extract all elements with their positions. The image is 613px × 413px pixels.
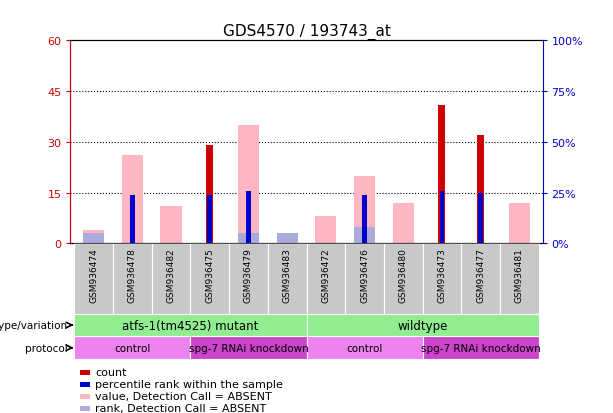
- Text: GSM936472: GSM936472: [321, 247, 330, 302]
- Bar: [161, 206, 181, 244]
- Bar: [306, 244, 345, 314]
- Text: count: count: [95, 368, 126, 377]
- Bar: [80, 394, 90, 399]
- Text: atfs-1(tm4525) mutant: atfs-1(tm4525) mutant: [122, 319, 259, 332]
- Bar: [113, 244, 152, 314]
- Bar: [229, 244, 268, 314]
- Text: GSM936473: GSM936473: [438, 247, 446, 302]
- Text: GSM936481: GSM936481: [515, 247, 524, 302]
- Text: genotype/variation: genotype/variation: [0, 320, 67, 330]
- Bar: [83, 234, 104, 244]
- Text: GSM936479: GSM936479: [244, 247, 253, 302]
- Bar: [80, 382, 90, 387]
- Title: GDS4570 / 193743_at: GDS4570 / 193743_at: [223, 24, 390, 40]
- Bar: [238, 126, 259, 244]
- Bar: [306, 337, 422, 359]
- Bar: [354, 228, 375, 244]
- Text: control: control: [114, 343, 151, 353]
- Bar: [207, 195, 212, 244]
- Bar: [276, 234, 298, 244]
- Text: spg-7 RNAi knockdown: spg-7 RNAi knockdown: [189, 343, 308, 353]
- Text: GSM936482: GSM936482: [167, 247, 175, 302]
- Bar: [130, 195, 135, 244]
- Text: control: control: [346, 343, 383, 353]
- Text: GSM936480: GSM936480: [398, 247, 408, 302]
- Text: GSM936477: GSM936477: [476, 247, 485, 302]
- Bar: [362, 195, 367, 244]
- Bar: [422, 244, 461, 314]
- Bar: [478, 193, 483, 244]
- Text: GSM936475: GSM936475: [205, 247, 215, 302]
- Bar: [509, 203, 530, 244]
- Text: GSM936476: GSM936476: [360, 247, 369, 302]
- Bar: [500, 244, 539, 314]
- Bar: [152, 244, 191, 314]
- Bar: [354, 176, 375, 244]
- Bar: [392, 203, 414, 244]
- Bar: [422, 337, 539, 359]
- Bar: [440, 191, 444, 244]
- Text: wildtype: wildtype: [397, 319, 447, 332]
- Bar: [246, 191, 251, 244]
- Bar: [80, 370, 90, 375]
- Bar: [315, 217, 337, 244]
- Text: protocol: protocol: [25, 343, 67, 353]
- Bar: [74, 337, 191, 359]
- Bar: [477, 136, 484, 244]
- Bar: [345, 244, 384, 314]
- Bar: [268, 244, 306, 314]
- Bar: [384, 244, 422, 314]
- Bar: [238, 234, 259, 244]
- Text: GSM936474: GSM936474: [89, 247, 98, 302]
- Text: rank, Detection Call = ABSENT: rank, Detection Call = ABSENT: [95, 403, 266, 413]
- Bar: [191, 244, 229, 314]
- Bar: [74, 314, 306, 337]
- Bar: [461, 244, 500, 314]
- Text: spg-7 RNAi knockdown: spg-7 RNAi knockdown: [421, 343, 541, 353]
- Bar: [207, 146, 213, 244]
- Bar: [191, 337, 306, 359]
- Bar: [306, 314, 539, 337]
- Text: GSM936478: GSM936478: [128, 247, 137, 302]
- Bar: [74, 244, 113, 314]
- Bar: [122, 156, 143, 244]
- Text: percentile rank within the sample: percentile rank within the sample: [95, 379, 283, 389]
- Text: GSM936483: GSM936483: [283, 247, 292, 302]
- Bar: [83, 230, 104, 244]
- Text: value, Detection Call = ABSENT: value, Detection Call = ABSENT: [95, 391, 272, 401]
- Bar: [438, 105, 446, 244]
- Bar: [80, 406, 90, 411]
